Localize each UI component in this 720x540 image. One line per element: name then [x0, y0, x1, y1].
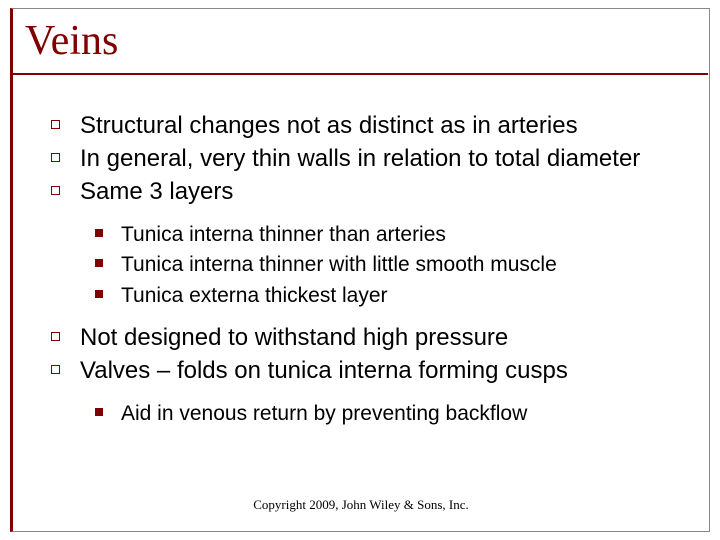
square-bullet-icon [51, 365, 60, 374]
sub-bullet-text: Tunica interna thinner than arteries [121, 221, 446, 248]
bullet-row: Structural changes not as distinct as in… [51, 111, 679, 141]
bullet-text: Valves – folds on tunica interna forming… [80, 356, 568, 386]
bullet-text: Same 3 layers [80, 177, 233, 207]
sub-bullet-text: Tunica interna thinner with little smoot… [121, 251, 557, 278]
square-bullet-icon [51, 120, 60, 129]
filled-square-bullet-icon [95, 229, 103, 237]
copyright-footer: Copyright 2009, John Wiley & Sons, Inc. [13, 497, 709, 513]
sub-bullet-row: Aid in venous return by preventing backf… [51, 400, 679, 427]
square-bullet-icon [51, 153, 60, 162]
bullet-text: In general, very thin walls in relation … [80, 144, 640, 174]
slide-title: Veins [25, 17, 708, 65]
bullet-row: Same 3 layers [51, 177, 679, 207]
sub-bullet-text: Aid in venous return by preventing backf… [121, 400, 527, 427]
square-bullet-icon [51, 186, 60, 195]
bullet-row: Valves – folds on tunica interna forming… [51, 356, 679, 386]
filled-square-bullet-icon [95, 259, 103, 267]
filled-square-bullet-icon [95, 408, 103, 416]
content-area: Structural changes not as distinct as in… [13, 75, 709, 427]
filled-square-bullet-icon [95, 290, 103, 298]
bullet-row: Not designed to withstand high pressure [51, 323, 679, 353]
sub-bullet-row: Tunica externa thickest layer [51, 282, 679, 309]
title-container: Veins [13, 13, 708, 75]
square-bullet-icon [51, 332, 60, 341]
slide-frame: Veins Structural changes not as distinct… [10, 8, 710, 532]
bullet-text: Not designed to withstand high pressure [80, 323, 508, 353]
sub-bullet-row: Tunica interna thinner with little smoot… [51, 251, 679, 278]
sub-bullet-row: Tunica interna thinner than arteries [51, 221, 679, 248]
bullet-row: In general, very thin walls in relation … [51, 144, 679, 174]
sub-bullet-text: Tunica externa thickest layer [121, 282, 388, 309]
bullet-text: Structural changes not as distinct as in… [80, 111, 578, 141]
